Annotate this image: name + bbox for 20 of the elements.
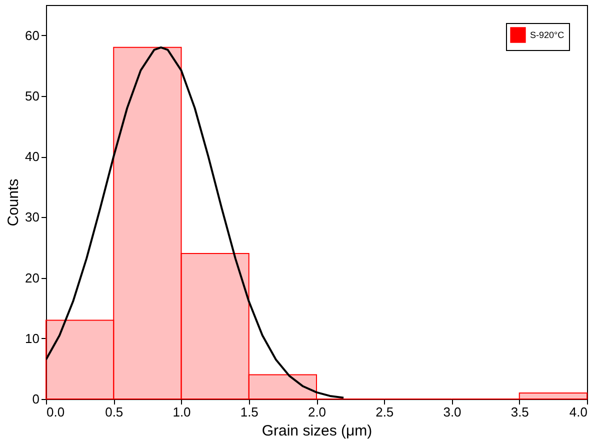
y-axis-title: Counts [5, 178, 22, 226]
x-tick-label: 2.5 [376, 404, 394, 420]
x-tick-label: 1.5 [240, 404, 258, 420]
y-tick-label: 60 [25, 28, 40, 43]
legend-label: S-920°C [530, 30, 565, 40]
x-tick-label: 0.5 [105, 404, 124, 420]
x-tick-label: 0.0 [46, 404, 65, 420]
x-axis-title: Grain sizes (μm) [262, 422, 372, 440]
x-tick-label: 4.0 [569, 404, 588, 420]
y-tick-label: 30 [25, 210, 40, 225]
y-tick-label: 20 [25, 270, 40, 286]
x-tick-label: 1.0 [172, 404, 191, 420]
x-tick-label: 3.0 [443, 404, 462, 420]
x-tick-label: 2.0 [308, 404, 326, 420]
y-tick-label: 0 [32, 392, 40, 406]
y-tick-label: 50 [25, 88, 40, 104]
x-tick-label: 3.5 [510, 404, 529, 420]
y-tick-label: 40 [25, 149, 40, 164]
line-series [46, 46, 345, 399]
y-tick-label: 10 [25, 330, 40, 346]
